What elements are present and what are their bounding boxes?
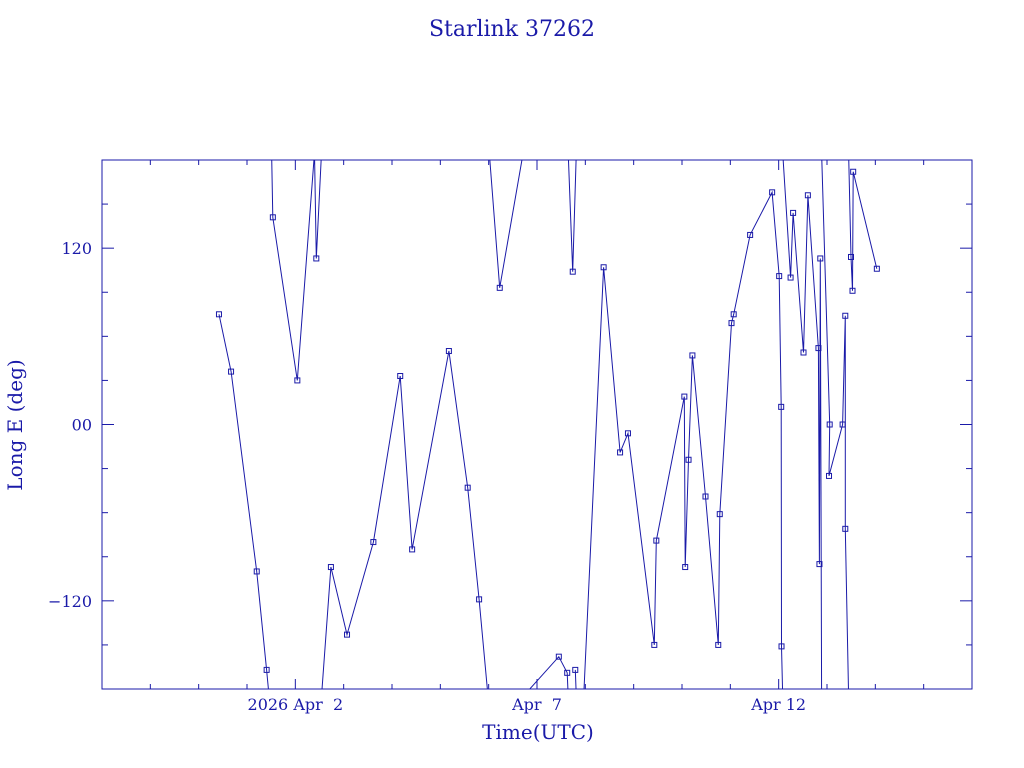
- data-point: [253, 568, 260, 575]
- data-point: [445, 348, 452, 355]
- data-point: [816, 561, 823, 568]
- data-point: [685, 456, 692, 463]
- data-point: [873, 265, 880, 272]
- data-point: [653, 537, 660, 544]
- data-point: [716, 511, 723, 518]
- data-point: [842, 525, 849, 532]
- y-axis-label: Long E (deg): [3, 359, 27, 490]
- plot-axes: [101, 159, 973, 690]
- data-point: [702, 493, 709, 500]
- plot-frame: [101, 159, 973, 690]
- data-point: [850, 168, 857, 175]
- data-point: [624, 430, 631, 437]
- data-point: [847, 253, 854, 260]
- data-point: [682, 564, 689, 571]
- data-point: [826, 472, 833, 479]
- y-tick-label: 120: [61, 239, 92, 258]
- series-group: [215, 160, 880, 689]
- data-point: [617, 449, 624, 456]
- data-point: [569, 268, 576, 275]
- x-tick-label: 2026 Apr 2: [248, 695, 344, 714]
- data-point: [747, 231, 754, 238]
- axis-tick-labels: 2026 Apr 2 Apr 7 Apr 12 120 00 −120: [48, 239, 806, 714]
- data-point: [787, 274, 794, 281]
- data-point: [397, 373, 404, 380]
- data-point: [842, 312, 849, 319]
- data-point: [327, 564, 334, 571]
- data-point: [776, 273, 783, 280]
- data-point: [496, 284, 503, 291]
- data-point: [269, 214, 276, 221]
- data-point: [778, 403, 785, 410]
- series-line: [218, 160, 878, 689]
- data-point: [790, 209, 797, 216]
- data-point: [464, 484, 471, 491]
- data-point: [651, 641, 658, 648]
- data-point: [294, 377, 301, 384]
- data-point: [730, 311, 737, 318]
- axis-ticks: [101, 159, 973, 690]
- data-point: [476, 596, 483, 603]
- x-tick-label: Apr 12: [750, 695, 806, 714]
- data-point: [778, 643, 785, 650]
- data-point: [815, 345, 822, 352]
- data-point: [215, 311, 222, 318]
- data-point: [263, 666, 270, 673]
- data-point: [817, 255, 824, 262]
- data-point: [715, 641, 722, 648]
- data-point: [826, 421, 833, 428]
- data-point: [564, 669, 571, 676]
- data-point: [600, 264, 607, 271]
- data-point: [409, 546, 416, 553]
- x-axis-label: Time(UTC): [482, 720, 594, 744]
- data-point: [344, 631, 351, 638]
- data-point: [370, 539, 377, 546]
- data-point: [572, 666, 579, 673]
- y-tick-label: −120: [48, 592, 92, 611]
- data-point: [555, 653, 562, 660]
- x-tick-label: Apr 7: [511, 695, 562, 714]
- data-point: [804, 192, 811, 199]
- data-point: [228, 368, 235, 375]
- y-tick-label: 00: [72, 416, 92, 435]
- data-point: [689, 352, 696, 359]
- data-point: [800, 349, 807, 356]
- data-series: [215, 160, 880, 689]
- chart-title: Starlink 37262: [429, 17, 595, 42]
- data-point: [313, 255, 320, 262]
- data-point: [839, 421, 846, 428]
- data-point: [769, 189, 776, 196]
- data-point: [681, 393, 688, 400]
- data-point: [849, 287, 856, 294]
- data-point: [728, 320, 735, 327]
